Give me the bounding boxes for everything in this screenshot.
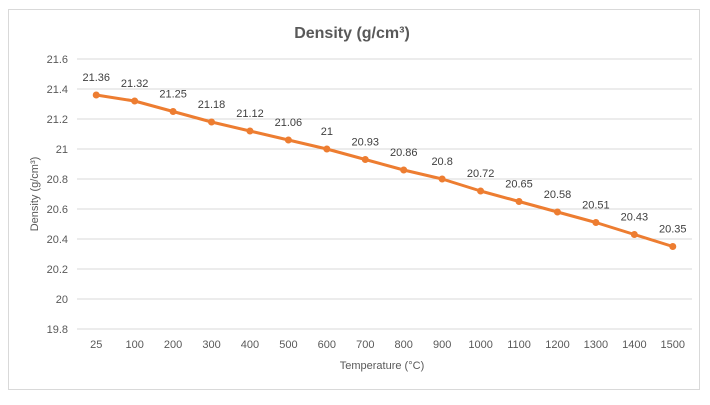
data-label: 20.86: [390, 147, 418, 159]
chart-area: [8, 9, 700, 390]
data-point: [553, 208, 561, 216]
data-label: 21.06: [275, 117, 303, 129]
x-tick-label: 600: [318, 339, 336, 351]
data-point: [323, 145, 331, 153]
data-label: 21.32: [121, 78, 149, 90]
x-tick-label: 1100: [507, 339, 531, 351]
data-label: 21: [321, 126, 333, 138]
y-tick-label: 19.8: [47, 324, 68, 336]
y-tick-label: 20.6: [47, 204, 68, 216]
y-tick-label: 20.8: [47, 174, 68, 186]
y-tick-label: 21: [56, 144, 68, 156]
data-point: [92, 91, 100, 99]
x-tick-label: 25: [90, 339, 102, 351]
data-point: [131, 97, 139, 105]
data-label: 20.35: [659, 224, 687, 236]
y-axis-title: Density (g/cm³): [29, 157, 41, 232]
data-point: [438, 175, 446, 183]
data-point: [400, 166, 408, 174]
x-tick-label: 300: [202, 339, 220, 351]
y-tick-label: 20: [56, 294, 68, 306]
data-label: 21.12: [236, 108, 264, 120]
data-point: [477, 187, 485, 195]
x-tick-label: 1400: [622, 339, 646, 351]
data-point: [592, 219, 600, 226]
x-tick-label: 1500: [661, 339, 685, 351]
data-point: [515, 198, 523, 205]
x-tick-label: 200: [164, 339, 182, 351]
data-label: 20.65: [505, 179, 533, 191]
y-tick-label: 21.4: [47, 84, 68, 96]
x-tick-label: 1300: [584, 339, 608, 351]
y-tick-label: 21.6: [47, 54, 68, 66]
y-tick-label: 20.2: [47, 264, 68, 276]
data-label: 20.93: [352, 137, 380, 149]
data-label: 20.51: [582, 200, 610, 212]
data-label: 20.43: [621, 212, 649, 224]
data-label: 20.8: [431, 156, 452, 168]
x-tick-label: 900: [433, 339, 451, 351]
series-line: [95, 93, 674, 248]
x-tick-label: 800: [395, 339, 413, 351]
x-tick-label: 400: [241, 339, 259, 351]
data-point: [630, 231, 638, 238]
x-tick-label: 1000: [468, 339, 492, 351]
x-tick-label: 1200: [545, 339, 569, 351]
data-point: [169, 108, 177, 115]
x-tick-label: 700: [356, 339, 374, 351]
y-tick-label: 21.2: [47, 114, 68, 126]
x-tick-label: 500: [279, 339, 297, 351]
data-point: [361, 156, 369, 163]
y-tick-label: 20.4: [47, 234, 68, 246]
data-label: 21.25: [159, 89, 187, 101]
x-axis-title: Temperature (°C): [340, 360, 424, 372]
data-label: 21.18: [198, 99, 226, 111]
x-tick-label: 100: [125, 339, 143, 351]
data-point: [284, 136, 292, 144]
data-label: 20.58: [544, 189, 572, 201]
data-label: 20.72: [467, 168, 495, 180]
data-label: 21.36: [82, 72, 110, 84]
chart-title: Density (g/cm³): [294, 25, 410, 42]
data-point: [669, 243, 677, 250]
data-point: [208, 118, 216, 126]
data-point: [246, 127, 254, 135]
